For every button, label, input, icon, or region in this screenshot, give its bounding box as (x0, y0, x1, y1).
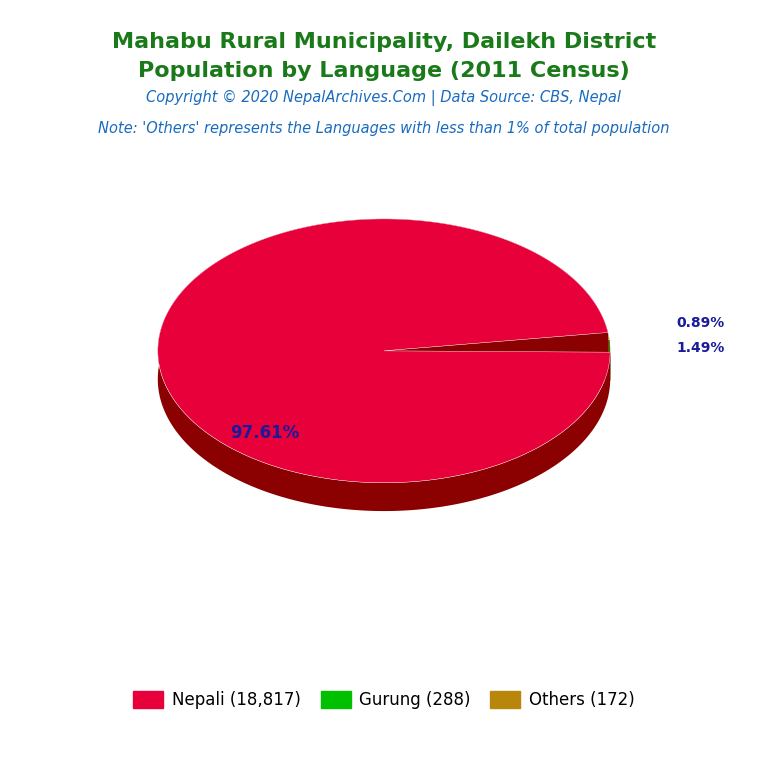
Polygon shape (384, 351, 611, 380)
Text: 97.61%: 97.61% (230, 423, 300, 442)
Polygon shape (610, 339, 611, 380)
Polygon shape (384, 339, 610, 379)
Polygon shape (384, 339, 610, 379)
Polygon shape (384, 333, 608, 379)
Text: 1.49%: 1.49% (676, 341, 724, 355)
Text: Copyright © 2020 NepalArchives.Com | Data Source: CBS, Nepal: Copyright © 2020 NepalArchives.Com | Dat… (147, 91, 621, 106)
Text: Note: 'Others' represents the Languages with less than 1% of total population: Note: 'Others' represents the Languages … (98, 121, 670, 136)
Legend: Nepali (18,817), Gurung (288), Others (172): Nepali (18,817), Gurung (288), Others (1… (125, 683, 643, 717)
Text: Population by Language (2011 Census): Population by Language (2011 Census) (138, 61, 630, 81)
Polygon shape (384, 351, 611, 380)
Polygon shape (384, 333, 610, 351)
Text: 0.89%: 0.89% (676, 316, 724, 329)
Polygon shape (157, 219, 611, 511)
Polygon shape (384, 339, 611, 353)
Polygon shape (608, 333, 610, 368)
Polygon shape (157, 219, 611, 483)
Polygon shape (384, 333, 608, 379)
Text: Mahabu Rural Municipality, Dailekh District: Mahabu Rural Municipality, Dailekh Distr… (112, 32, 656, 52)
